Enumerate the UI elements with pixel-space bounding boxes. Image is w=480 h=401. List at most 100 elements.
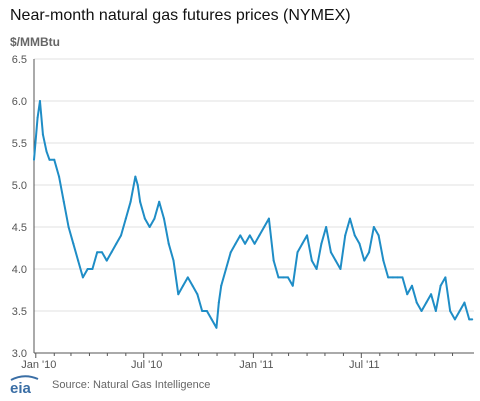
data-point xyxy=(234,242,237,245)
data-point xyxy=(463,301,466,304)
data-point xyxy=(67,226,70,228)
source-note: Source: Natural Gas Intelligence xyxy=(52,379,211,391)
data-point xyxy=(224,268,227,270)
data-point xyxy=(201,310,204,312)
data-point xyxy=(334,259,337,262)
data-point xyxy=(444,276,447,279)
eia-logo-text: eia xyxy=(10,380,32,396)
data-point xyxy=(430,293,433,296)
data-point xyxy=(172,259,175,262)
y-tick-label: 4.0 xyxy=(12,264,27,276)
data-point xyxy=(277,276,280,279)
x-tick-label: Jul '11 xyxy=(349,359,380,371)
data-point xyxy=(449,310,452,312)
data-point xyxy=(306,234,309,237)
data-point xyxy=(244,242,247,245)
data-point xyxy=(344,234,347,237)
data-point xyxy=(58,175,61,178)
x-tick-labels: Jan '10 Jul '10 Jan '11 Jul '11 xyxy=(21,359,379,371)
data-point xyxy=(162,217,165,220)
data-point xyxy=(263,226,266,228)
data-point xyxy=(110,251,113,254)
grid-lines xyxy=(34,58,474,312)
data-point xyxy=(91,268,94,270)
data-point xyxy=(191,284,194,287)
data-point xyxy=(310,259,313,262)
data-point xyxy=(41,133,44,136)
y-tick-label: 4.5 xyxy=(12,222,27,234)
y-tick-label: 5.0 xyxy=(12,180,27,192)
data-point xyxy=(415,301,418,304)
data-point xyxy=(286,276,289,279)
data-point xyxy=(396,276,399,279)
data-point xyxy=(267,217,270,220)
data-point xyxy=(182,284,185,287)
data-point xyxy=(120,234,123,237)
data-point xyxy=(410,284,413,287)
data-point xyxy=(425,301,428,304)
data-point xyxy=(258,234,261,237)
data-point xyxy=(391,276,394,279)
data-point xyxy=(210,318,213,321)
data-point xyxy=(33,158,35,161)
data-point xyxy=(158,200,161,203)
data-point xyxy=(229,251,232,254)
data-point xyxy=(100,251,103,254)
data-point xyxy=(153,217,156,220)
data-point xyxy=(81,276,84,279)
data-point xyxy=(177,293,180,296)
data-point xyxy=(382,259,385,262)
x-tick-label: Jan '10 xyxy=(21,359,56,371)
data-point xyxy=(62,200,65,203)
chart-footer: eia Source: Natural Gas Intelligence xyxy=(8,374,472,397)
y-tick-label: 3.0 xyxy=(12,348,27,360)
data-point xyxy=(217,301,220,304)
data-point xyxy=(239,234,242,237)
data-point xyxy=(134,175,137,178)
data-point xyxy=(38,100,41,102)
data-point xyxy=(53,158,56,161)
data-point xyxy=(272,259,275,262)
y-tick-label: 3.5 xyxy=(12,306,27,318)
data-point xyxy=(282,276,285,279)
data-point xyxy=(363,259,366,262)
data-point xyxy=(36,116,39,119)
data-point xyxy=(124,217,127,220)
data-point xyxy=(96,251,99,254)
axes xyxy=(33,59,474,358)
data-point xyxy=(348,217,351,220)
data-point xyxy=(468,318,471,321)
data-point xyxy=(167,242,170,245)
data-point xyxy=(196,293,199,296)
data-point xyxy=(368,251,371,254)
data-point xyxy=(248,234,251,237)
data-point xyxy=(291,284,294,287)
data-point xyxy=(253,242,256,245)
x-tick-label: Jul '10 xyxy=(131,359,162,371)
data-point xyxy=(86,268,89,270)
data-point xyxy=(406,293,409,296)
data-point xyxy=(420,310,423,312)
y-axis-unit-label: $/MMBtu xyxy=(10,35,60,49)
data-point xyxy=(215,326,218,329)
y-tick-label: 5.5 xyxy=(12,138,27,150)
data-point xyxy=(72,242,75,245)
data-point xyxy=(105,259,108,262)
data-point xyxy=(325,226,328,228)
data-point xyxy=(329,251,332,254)
data-point xyxy=(439,284,442,287)
data-point xyxy=(186,276,189,279)
data-point xyxy=(148,226,151,228)
data-point xyxy=(45,150,48,153)
chart-title: Near-month natural gas futures prices (N… xyxy=(10,7,351,24)
data-point xyxy=(129,200,132,203)
data-point xyxy=(458,310,461,312)
data-point xyxy=(339,268,342,270)
data-point xyxy=(358,242,361,245)
data-point xyxy=(296,251,299,254)
x-tick-label: Jan '11 xyxy=(239,359,273,371)
data-point xyxy=(205,310,208,312)
eia-logo: eia xyxy=(8,374,48,397)
data-point xyxy=(453,318,456,321)
